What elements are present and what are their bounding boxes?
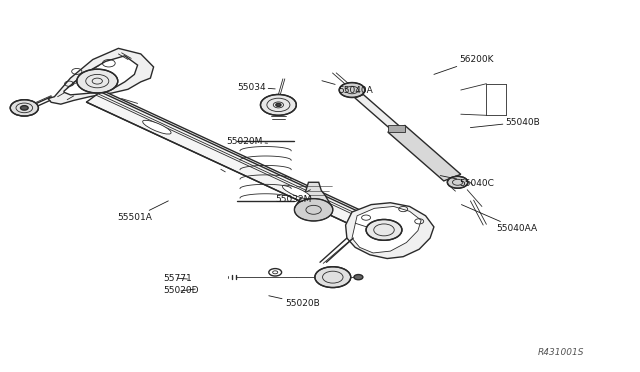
Polygon shape (346, 203, 434, 259)
Polygon shape (388, 125, 405, 132)
Text: 55020B: 55020B (269, 296, 319, 308)
Text: 55040C: 55040C (440, 176, 494, 187)
Text: 55040B: 55040B (470, 118, 540, 128)
Circle shape (294, 199, 333, 221)
Polygon shape (388, 125, 461, 181)
Ellipse shape (282, 185, 311, 199)
Circle shape (315, 267, 351, 288)
Circle shape (260, 94, 296, 115)
Text: 55040AA: 55040AA (461, 205, 538, 233)
Circle shape (10, 100, 38, 116)
Ellipse shape (143, 120, 171, 134)
Circle shape (77, 69, 118, 93)
Text: R431001S: R431001S (538, 348, 584, 357)
Text: 55040A: 55040A (322, 81, 372, 94)
Polygon shape (48, 48, 154, 104)
Text: 56200K: 56200K (434, 55, 494, 74)
Circle shape (447, 176, 468, 188)
Polygon shape (294, 182, 333, 208)
Circle shape (339, 83, 365, 97)
Text: 55034: 55034 (237, 83, 275, 92)
Circle shape (354, 275, 363, 280)
Text: 55020M: 55020M (226, 137, 268, 146)
Polygon shape (352, 206, 421, 253)
Circle shape (276, 103, 281, 106)
Circle shape (20, 106, 28, 110)
Polygon shape (64, 56, 138, 95)
Text: 55771: 55771 (163, 274, 192, 283)
Text: 55020D: 55020D (163, 286, 198, 295)
Text: 55501A: 55501A (117, 201, 168, 222)
Polygon shape (86, 90, 394, 237)
Polygon shape (355, 94, 401, 131)
Circle shape (366, 219, 402, 240)
Text: 55032M: 55032M (275, 190, 312, 203)
